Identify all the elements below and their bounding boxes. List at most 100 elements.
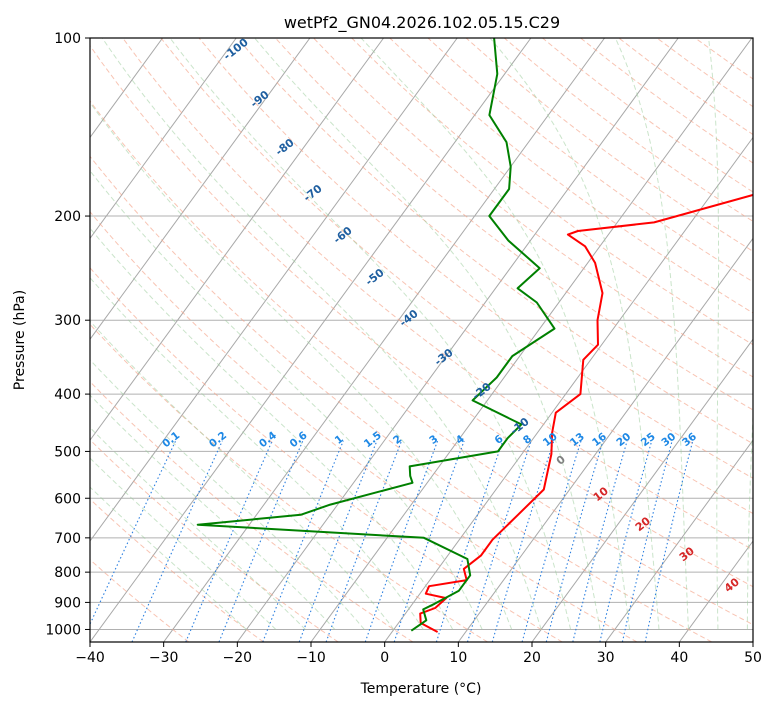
- moist-adiabat-line: [90, 169, 483, 630]
- dry-adiabat-line: [313, 38, 753, 378]
- mixing-ratio-label: 20: [614, 431, 633, 449]
- dry-adiabat-line: [542, 38, 753, 193]
- isotherm-line: [310, 38, 753, 642]
- dewpoint-line: [196, 38, 556, 632]
- mixing-ratio-line: [262, 440, 344, 642]
- isotherm-line: [236, 38, 679, 642]
- dry-adiabat-line: [351, 38, 753, 346]
- isotherm-line: [90, 38, 458, 542]
- mixing-ratio-line: [131, 440, 223, 642]
- moist-adiabat-line: [90, 426, 306, 630]
- mixing-ratio-label: 8: [521, 433, 534, 447]
- mixing-ratio-line: [90, 440, 177, 626]
- mixing-ratio-line: [545, 440, 604, 642]
- moist-adiabat-line: [90, 457, 277, 630]
- dry-adiabat-label: -40: [397, 307, 421, 330]
- mixing-ratio-line: [599, 440, 653, 642]
- mixing-ratio-label: 13: [568, 431, 587, 449]
- mixing-ratio-line: [185, 440, 273, 642]
- moist-adiabat-line: [90, 227, 454, 630]
- dry-adiabat-line: [90, 439, 339, 642]
- line-labels: -100-90-80-70-60-50-40-30-20-100.1 0.2 0.4…: [160, 35, 742, 595]
- background-lines: [90, 38, 753, 642]
- dry-adiabat-label: -60: [331, 224, 355, 247]
- x-tick-label: 20: [523, 650, 541, 666]
- dry-adiabat-label: -100: [221, 35, 251, 62]
- moist-adiabat-line: [708, 38, 720, 630]
- moist-adiabat-line: [90, 394, 336, 630]
- y-axis-label: Pressure (hPa): [12, 290, 28, 390]
- dry-adiabat-line: [90, 267, 563, 642]
- mixing-ratio-label: 0.2: [207, 429, 229, 450]
- dry-adiabat-line: [90, 559, 190, 642]
- mixing-ratio-label: 0.1: [160, 429, 182, 450]
- y-tick-label: 800: [54, 565, 81, 581]
- dry-adiabat-line: [122, 38, 753, 551]
- moist-adiabat-line: [90, 277, 424, 630]
- mixing-ratio-label: 36: [680, 431, 699, 449]
- isotherm-line: [90, 38, 384, 442]
- moist-adiabat-line: [489, 38, 660, 630]
- dry-adiabat-line: [465, 38, 753, 252]
- moist-adiabat-line: [90, 320, 395, 630]
- mixing-ratio-line: [218, 440, 304, 642]
- mixing-ratio-line: [621, 440, 673, 642]
- dry-adiabat-line: [389, 38, 753, 314]
- dry-adiabat-label: -80: [273, 136, 297, 159]
- x-tick-label: −10: [296, 650, 326, 666]
- dry-adiabat-label: -50: [363, 266, 387, 289]
- dry-adiabat-line: [160, 38, 753, 515]
- moist-adiabat-label: 10: [591, 484, 611, 504]
- x-tick-label: 10: [449, 650, 467, 666]
- x-tick-label: 50: [744, 650, 762, 666]
- moist-adiabat-line: [90, 359, 365, 630]
- x-tick-label: −20: [223, 650, 253, 666]
- moist-adiabat-label: 30: [677, 544, 697, 564]
- moist-adiabat-line: [254, 38, 601, 630]
- x-tick-label: −30: [149, 650, 179, 666]
- y-tick-label: 1000: [45, 622, 81, 638]
- dry-adiabat-line: [90, 155, 712, 642]
- dry-adiabat-line: [90, 380, 414, 642]
- mixing-ratio-label: 3: [427, 433, 440, 447]
- y-tick-label: 600: [54, 491, 81, 507]
- mixing-ratio-line: [521, 440, 582, 642]
- x-axis-label: Temperature (°C): [360, 681, 482, 697]
- mixing-ratio-label: 16: [590, 431, 609, 449]
- moist-adiabat-label: 40: [722, 575, 742, 595]
- dry-adiabat-line: [503, 38, 753, 222]
- moist-adiabat-line: [101, 38, 542, 630]
- moist-adiabat-label: 20: [633, 514, 653, 534]
- moist-adiabat-line: [614, 38, 689, 630]
- x-tick-label: 30: [597, 650, 615, 666]
- x-tick-label: 0: [380, 650, 389, 666]
- temperature-line: [419, 193, 753, 633]
- y-tick-label: 500: [54, 444, 81, 460]
- isotherm-line: [384, 136, 753, 642]
- mixing-ratio-label: 2: [391, 433, 404, 447]
- y-tick-label: 300: [54, 313, 81, 329]
- y-tick-label: 200: [54, 209, 81, 225]
- y-tick-label: 100: [54, 31, 81, 47]
- moist-adiabat-label: 0: [554, 453, 568, 468]
- axes: −40 −30 −20 −10 0 10 20 30 40 5010020030040050060…: [45, 31, 762, 666]
- y-tick-label: 400: [54, 387, 81, 403]
- isotherm-line: [457, 237, 753, 642]
- mixing-ratio-line: [325, 440, 403, 642]
- isotherm-line: [90, 38, 311, 341]
- dry-adiabat-line: [656, 38, 753, 108]
- chart-title: wetPf2_GN04.2026.102.05.15.C29: [284, 13, 560, 33]
- mixing-ratio-label: 25: [639, 431, 658, 449]
- mixing-ratio-label: 1.5: [362, 429, 384, 450]
- moist-adiabat-line: [360, 38, 630, 630]
- dry-adiabat-label: -90: [248, 88, 272, 111]
- y-tick-label: 900: [54, 595, 81, 611]
- moist-adiabat-line: [169, 38, 572, 630]
- dry-adiabat-line: [90, 211, 638, 642]
- mixing-ratio-line: [644, 440, 694, 642]
- dry-adiabat-line: [275, 38, 753, 411]
- mixing-ratio-line: [466, 440, 532, 642]
- mixing-ratio-line: [435, 440, 504, 642]
